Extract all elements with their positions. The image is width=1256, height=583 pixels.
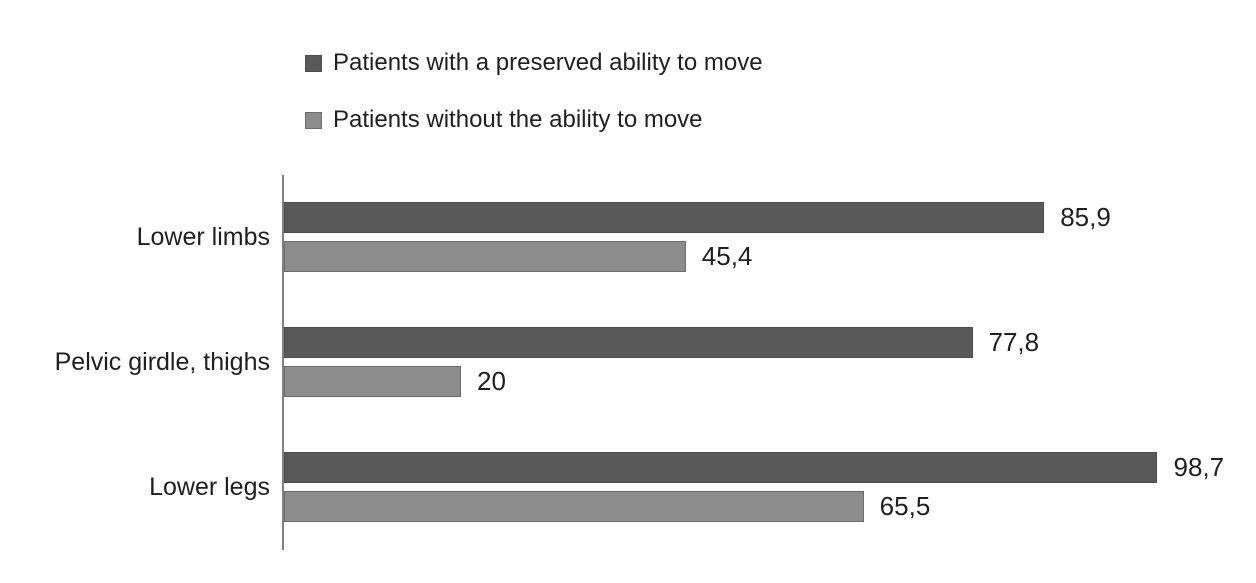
value-label: 77,8 [988,327,1040,357]
bar [284,202,1045,233]
category-label: Pelvic girdle, thighs [54,348,270,376]
legend-item: Patients with a preserved ability to mov… [305,50,763,76]
value-label: 45,4 [701,241,753,271]
bar [284,241,686,272]
legend-swatch-dark [305,54,322,72]
value-label: 85,9 [1060,202,1111,232]
category-label: Lower legs [149,473,270,501]
category-label: Lower limbs [136,223,270,251]
value-label: 98,7 [1173,452,1225,482]
chart-legend: Patients with a preserved ability to mov… [305,50,763,164]
legend-swatch-light [305,111,322,129]
value-label: 65,5 [879,491,931,521]
category-axis-labels: Lower limbs Pelvic girdle, thighs Lower le… [0,175,270,550]
value-label: 20 [477,366,506,396]
legend-label: Patients without the ability to move [333,106,703,133]
plot-area: 85,9 45,4 77,8 20 98,7 65,5 [282,175,1224,550]
bar [284,452,1158,483]
bar [284,491,864,522]
legend-label: Patients with a preserved ability to mov… [333,49,763,76]
legend-item: Patients without the ability to move [305,107,763,133]
bar [284,366,461,397]
bar [284,327,973,358]
